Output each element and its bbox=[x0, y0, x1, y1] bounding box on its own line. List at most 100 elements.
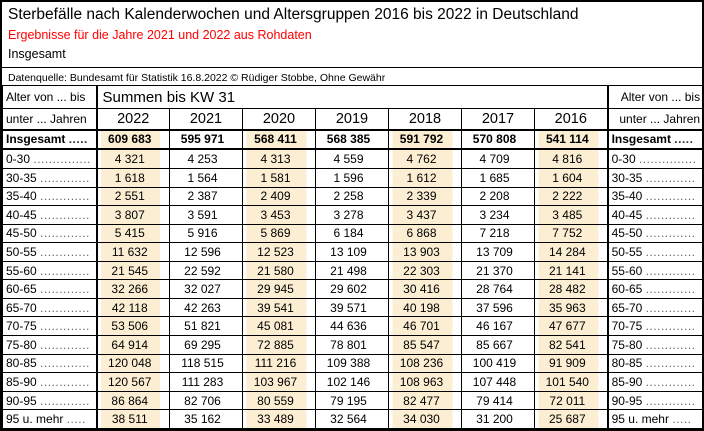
years-header-row: unter ... Jahren 2022 2021 2020 2019 201… bbox=[2, 108, 702, 131]
row-label-left: Insgesamt ..... bbox=[2, 128, 98, 151]
value-cell: 7 752 bbox=[533, 223, 609, 244]
row-label-text: 85-90 bbox=[611, 374, 643, 389]
corner-header-bottom-right: unter ... Jahren bbox=[606, 108, 702, 131]
row-label-dots: ..... bbox=[674, 132, 694, 147]
corner-header-top-right: Alter von ... bis bbox=[606, 85, 702, 109]
value-cell: 3 437 bbox=[388, 205, 462, 225]
value-cell: 6 184 bbox=[315, 223, 389, 244]
row-label-dots: ............. bbox=[645, 374, 696, 389]
value-cell: 82 706 bbox=[169, 390, 243, 411]
row-label-dots: ............. bbox=[645, 356, 696, 371]
value-cell: 13 709 bbox=[461, 242, 535, 262]
value-cell: 3 278 bbox=[315, 205, 389, 225]
table-row: 80-85 ............. 120 048 118 515 111 216… bbox=[2, 353, 702, 374]
value-cell: 4 253 bbox=[169, 148, 243, 169]
value-cell: 33 489 bbox=[242, 409, 316, 429]
value-cell: 72 011 bbox=[533, 390, 609, 411]
row-label-dots: ............. bbox=[40, 189, 90, 204]
value-cell: 568 411 bbox=[242, 128, 316, 151]
row-label-text: 95 u. mehr bbox=[611, 412, 669, 427]
value-cell: 108 963 bbox=[388, 372, 462, 392]
row-label-dots: ............. bbox=[645, 300, 696, 315]
value-cell: 6 868 bbox=[388, 223, 462, 244]
total-row: Insgesamt ..... 609 683 595 971 568 411 568 … bbox=[2, 128, 702, 151]
value-cell: 3 807 bbox=[96, 205, 170, 225]
year-header: 2021 bbox=[169, 108, 243, 131]
value-cell: 2 551 bbox=[96, 186, 170, 207]
row-label-dots: ............. bbox=[40, 263, 90, 278]
value-cell: 4 313 bbox=[242, 148, 316, 169]
row-label-dots: ............. bbox=[645, 337, 696, 352]
row-label-dots: ............. bbox=[645, 282, 696, 297]
data-source-note: Datenquelle: Bundesamt für Statistik 16.… bbox=[8, 72, 386, 84]
value-cell: 1 564 bbox=[169, 167, 243, 188]
value-cell: 64 914 bbox=[96, 335, 170, 355]
value-cell: 42 118 bbox=[96, 297, 170, 318]
table-body: Insgesamt ..... 609 683 595 971 568 411 568 … bbox=[2, 128, 702, 429]
value-cell: 5 415 bbox=[96, 223, 170, 244]
page-title: Sterbefälle nach Kalenderwochen und Alte… bbox=[8, 6, 579, 23]
value-cell: 12 523 bbox=[242, 242, 316, 262]
value-cell: 118 515 bbox=[169, 353, 243, 374]
value-cell: 4 559 bbox=[315, 148, 389, 169]
year-header: 2018 bbox=[388, 108, 462, 131]
row-label-text: 40-45 bbox=[611, 207, 643, 222]
row-label-left: 80-85 ............. bbox=[2, 353, 98, 374]
value-cell: 2 387 bbox=[169, 186, 243, 207]
value-cell: 30 416 bbox=[388, 279, 462, 299]
row-label-text: 70-75 bbox=[611, 319, 643, 334]
row-label-dots: ............. bbox=[40, 300, 90, 315]
value-cell: 32 266 bbox=[96, 279, 170, 299]
value-cell: 108 236 bbox=[388, 353, 462, 374]
row-label-text: 60-65 bbox=[6, 282, 37, 297]
value-cell: 40 198 bbox=[388, 297, 462, 318]
value-cell: 103 967 bbox=[242, 372, 316, 392]
row-label-left: 65-70 ............. bbox=[2, 297, 98, 318]
year-header: 2019 bbox=[315, 108, 389, 131]
row-label-left: 0-30 ............... bbox=[2, 148, 98, 169]
value-cell: 44 636 bbox=[315, 316, 389, 337]
table-row: 45-50 ............. 5 415 5 916 5 869 6 184 6… bbox=[2, 223, 702, 244]
row-label-dots: ............. bbox=[40, 170, 90, 185]
row-label-right: 70-75 ............. bbox=[606, 316, 702, 337]
row-label-right: 60-65 ............. bbox=[606, 279, 702, 299]
title-block: Sterbefälle nach Kalenderwochen und Alte… bbox=[2, 2, 702, 85]
row-label-right: 0-30 ............... bbox=[606, 148, 702, 169]
value-cell: 12 596 bbox=[169, 242, 243, 262]
table-row: 75-80 ............. 64 914 69 295 72 885 78 … bbox=[2, 335, 702, 355]
row-label-right: 95 u. mehr ..... bbox=[606, 409, 702, 429]
value-cell: 21 545 bbox=[96, 260, 170, 281]
row-label-dots: ............. bbox=[40, 374, 90, 389]
value-cell: 101 540 bbox=[533, 372, 609, 392]
year-header: 2022 bbox=[96, 108, 170, 131]
value-cell: 2 208 bbox=[461, 186, 535, 207]
value-cell: 570 808 bbox=[461, 128, 535, 151]
row-label-dots: ..... bbox=[68, 132, 88, 147]
value-cell: 85 667 bbox=[461, 335, 535, 355]
row-label-right: Insgesamt ..... bbox=[606, 128, 702, 151]
value-cell: 25 687 bbox=[533, 409, 609, 429]
row-label-dots: ............. bbox=[40, 319, 90, 334]
row-label-left: 95 u. mehr ..... bbox=[2, 409, 98, 429]
value-cell: 591 792 bbox=[388, 128, 462, 151]
table-row: 40-45 ............. 3 807 3 591 3 453 3 278 3… bbox=[2, 205, 702, 225]
value-cell: 28 482 bbox=[533, 279, 609, 299]
row-label-right: 45-50 ............. bbox=[606, 223, 702, 244]
value-cell: 79 195 bbox=[315, 390, 389, 411]
value-cell: 100 419 bbox=[461, 353, 535, 374]
row-label-right: 40-45 ............. bbox=[606, 205, 702, 225]
row-label-text: 0-30 bbox=[611, 152, 636, 167]
section-label: Insgesamt bbox=[8, 47, 66, 61]
row-label-dots: ............. bbox=[645, 393, 696, 408]
row-label-text: Insgesamt bbox=[611, 132, 671, 147]
value-cell: 69 295 bbox=[169, 335, 243, 355]
value-cell: 7 218 bbox=[461, 223, 535, 244]
table-row: 35-40 ............. 2 551 2 387 2 409 2 258 2… bbox=[2, 186, 702, 207]
value-cell: 1 604 bbox=[533, 167, 609, 188]
value-cell: 2 258 bbox=[315, 186, 389, 207]
row-label-text: 75-80 bbox=[611, 337, 643, 352]
row-label-left: 35-40 ............. bbox=[2, 186, 98, 207]
row-label-dots: ............. bbox=[40, 337, 90, 352]
value-cell: 1 596 bbox=[315, 167, 389, 188]
row-label-left: 75-80 ............. bbox=[2, 335, 98, 355]
